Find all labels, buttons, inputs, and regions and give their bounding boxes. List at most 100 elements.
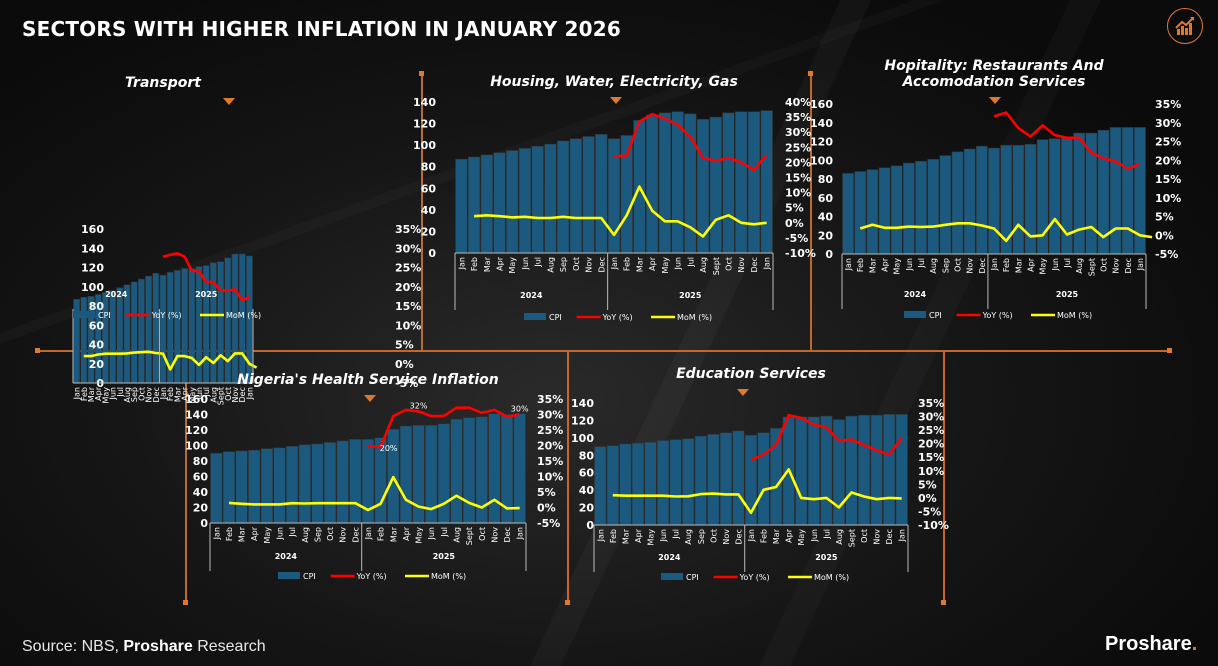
month-label: Jul [672, 529, 681, 540]
month-label: Apr [496, 256, 505, 271]
cpi-bar [138, 278, 145, 384]
right-axis-tick: -5% [1155, 248, 1178, 261]
data-label: 32% [410, 401, 428, 410]
month-label: Jul [116, 387, 125, 398]
yoy-line [750, 413, 903, 462]
left-axis-tick: 60 [193, 471, 209, 484]
separator-node [1167, 348, 1172, 353]
right-axis-tick: 5% [785, 202, 804, 215]
period-marker-icon [364, 395, 376, 402]
month-label: Aug [699, 257, 708, 273]
month-label: Apr [1026, 257, 1035, 272]
cpi-bar [883, 414, 896, 526]
left-axis-tick: 80 [193, 455, 209, 468]
right-axis-tick: 5% [395, 339, 414, 352]
separator-node [941, 600, 946, 605]
chart-title: Nigeria's Health Service Inflation [237, 372, 498, 388]
right-axis-tick: 5% [918, 478, 937, 491]
month-label: Jun [905, 258, 914, 272]
legend-label: YoY (%) [739, 573, 770, 582]
legend-label: CPI [98, 311, 111, 320]
source-brand: Proshare [123, 638, 193, 655]
right-axis-tick: 30% [395, 242, 421, 255]
left-axis-tick: 120 [81, 262, 104, 275]
cpi-bar [455, 158, 468, 254]
cpi-bar [845, 415, 858, 526]
month-label: May [1039, 258, 1048, 275]
left-axis-tick: 0 [200, 517, 208, 530]
cpi-bar [595, 134, 608, 254]
month-label: Jan [898, 529, 907, 542]
month-label: Aug [452, 527, 461, 543]
month-label: Feb [856, 258, 865, 272]
month-label: Dec [1124, 258, 1133, 273]
cpi-bar [152, 272, 160, 384]
separator-node [183, 600, 188, 605]
month-label: Feb [166, 387, 175, 401]
separator-vertical-top-2 [810, 74, 812, 351]
month-label: Jun [1051, 258, 1060, 272]
period-marker-icon [610, 97, 622, 104]
cpi-bar [467, 156, 481, 254]
data-label: 20% [380, 444, 398, 453]
month-label: Aug [546, 257, 555, 273]
month-label: Jul [822, 529, 831, 540]
left-axis-tick: 140 [571, 397, 594, 410]
month-label: Nov [145, 387, 154, 403]
left-axis-tick: 20 [193, 502, 209, 515]
cpi-bar [842, 173, 854, 255]
left-axis-tick: 80 [818, 173, 834, 186]
cpi-bar [902, 162, 915, 255]
right-axis-tick: 25% [395, 262, 421, 275]
right-axis-tick: 25% [1155, 136, 1181, 149]
right-axis-tick: 35% [395, 223, 421, 236]
month-label: Nov [339, 527, 348, 543]
page-title: SECTORS WITH HIGHER INFLATION IN JANUARY… [22, 17, 621, 41]
month-label: Oct [326, 527, 335, 541]
right-axis-tick: 10% [1155, 192, 1181, 205]
right-axis-tick: 30% [1155, 117, 1181, 130]
month-label: Jan [763, 257, 772, 270]
cpi-bar [80, 297, 88, 384]
month-label: Jan [1136, 258, 1145, 271]
left-axis-tick: 40 [421, 204, 437, 217]
month-label: Jul [686, 257, 695, 268]
cpi-bar [694, 435, 707, 526]
chart-transport: Transport020406080100120140160-5%0%5%10%… [0, 55, 421, 405]
cpi-bar [594, 446, 607, 526]
year-label: 2024 [105, 290, 128, 299]
chart-title: Housing, Water, Electricity, Gas [490, 74, 738, 90]
cpi-bar [760, 110, 773, 254]
month-label: Jul [288, 527, 297, 538]
month-label: Jun [810, 529, 819, 543]
right-axis-tick: 15% [1155, 173, 1181, 186]
month-label: Dec [238, 387, 247, 402]
month-label: Apr [250, 526, 259, 541]
cpi-bar [878, 167, 891, 255]
legend-label: MoM (%) [1057, 311, 1092, 320]
month-label: Aug [929, 258, 938, 274]
left-axis-tick: 0 [825, 248, 833, 261]
chart-root: Transport020406080100120140160-5%0%5%10%… [72, 75, 421, 405]
cpi-bar [1121, 127, 1134, 255]
brand-name: Proshare [1105, 633, 1192, 655]
month-label: Jun [195, 387, 204, 401]
cpi-bar [719, 432, 732, 526]
right-axis-tick: -10% [785, 247, 816, 260]
month-label: Nov [873, 529, 882, 545]
month-label: May [893, 258, 902, 275]
cpi-bar [735, 111, 748, 254]
month-label: Jun [276, 527, 285, 541]
right-axis-tick: 15% [537, 455, 563, 468]
right-axis-tick: -5% [918, 505, 941, 518]
legend-label: MoM (%) [226, 311, 261, 320]
cpi-bar [222, 451, 236, 524]
chart-svg: Nigeria's Health Service Inflation 0 20 40 6… [185, 372, 563, 581]
legend-label: MoM (%) [431, 572, 466, 581]
right-axis-tick: 10% [395, 319, 421, 332]
legend-label: CPI [303, 572, 316, 581]
chart-root: Housing, Water, Electricity, Gas 0 20 40 60 8… [413, 74, 816, 322]
month-label: Aug [301, 527, 310, 543]
year-label: 2024 [658, 553, 681, 562]
cpi-bar [349, 438, 362, 524]
